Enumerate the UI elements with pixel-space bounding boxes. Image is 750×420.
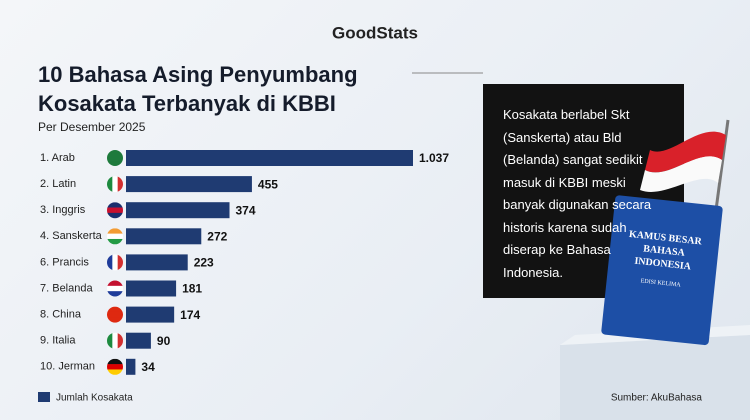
value-label: 34 [141, 360, 155, 374]
book-edition: EDISI KELIMA [640, 278, 681, 288]
category-label: 9. Italia [40, 335, 76, 347]
flag-stripe [107, 207, 123, 214]
value-label: 90 [157, 334, 171, 348]
flag-stripe [107, 369, 123, 375]
category-label: 8. China [40, 309, 82, 321]
category-label: 3. Inggris [40, 204, 86, 216]
chart-title: 10 Bahasa Asing Penyumbang Kosakata Terb… [38, 62, 358, 116]
value-label: 272 [207, 229, 227, 243]
flag-stripe [107, 150, 123, 156]
flag-stripe [107, 212, 123, 219]
category-label: 7. Belanda [40, 282, 93, 294]
flag-stripe [107, 280, 123, 287]
flag-stripe [112, 254, 118, 271]
bar [126, 254, 188, 271]
flag-stripe [107, 238, 123, 245]
bar [126, 228, 202, 245]
bar [126, 202, 230, 219]
book-cover [601, 195, 723, 346]
flag-stripe [107, 160, 123, 166]
flag-stripe [107, 306, 123, 313]
flag-stripe [117, 254, 123, 271]
flag-stripe [107, 364, 123, 370]
subtitle: Per Desember 2025 [38, 120, 146, 134]
value-label: 174 [180, 308, 200, 322]
bar [126, 306, 175, 323]
flag-white [640, 156, 722, 192]
value-label: 1.037 [419, 151, 449, 165]
source: Sumber: AkuBahasa [611, 393, 703, 404]
category-label: 2. Latin [40, 178, 76, 190]
category-label: 10. Jerman [40, 361, 95, 373]
flag-stripe [107, 202, 123, 208]
callout-text: Kosakata berlabel Skt (Sanskerta) atau B… [503, 107, 652, 280]
value-label: 455 [258, 177, 278, 191]
value-label: 181 [182, 282, 202, 296]
flag-stripe [107, 311, 123, 318]
flag-stripe [107, 332, 113, 349]
book: KAMUS BESAR BAHASA INDONESIA EDISI KELIM… [601, 195, 723, 346]
value-label: 223 [194, 256, 214, 270]
category-label: 6. Prancis [40, 256, 89, 268]
value-label: 374 [236, 203, 256, 217]
bar [126, 358, 136, 375]
category-label: 1. Arab [40, 152, 75, 164]
flag-stripe [112, 332, 118, 349]
bar [126, 176, 252, 193]
flag-stripe [117, 176, 123, 193]
flag-stripe [107, 317, 123, 323]
flag-stripe [107, 254, 113, 271]
legend-label: Jumlah Kosakata [56, 393, 133, 404]
book-title: BAHASA [643, 243, 686, 258]
flag-stripe [107, 176, 113, 193]
flag-stripe [107, 285, 123, 292]
bar [126, 150, 413, 166]
legend-swatch [38, 392, 50, 402]
bar [126, 332, 151, 349]
flag-stripe [107, 155, 123, 161]
flag-stripe [107, 358, 123, 365]
brand: GoodStats [332, 23, 418, 42]
pedestal [560, 335, 750, 420]
bar [126, 280, 177, 297]
flag-stripe [107, 228, 123, 234]
flag-red [645, 131, 726, 173]
category-label: 4. Sanskerta [40, 230, 103, 242]
flag-stripe [117, 332, 123, 349]
flag-stripe [107, 291, 123, 297]
flag-stripe [107, 233, 123, 240]
flag-stripe [112, 176, 118, 193]
